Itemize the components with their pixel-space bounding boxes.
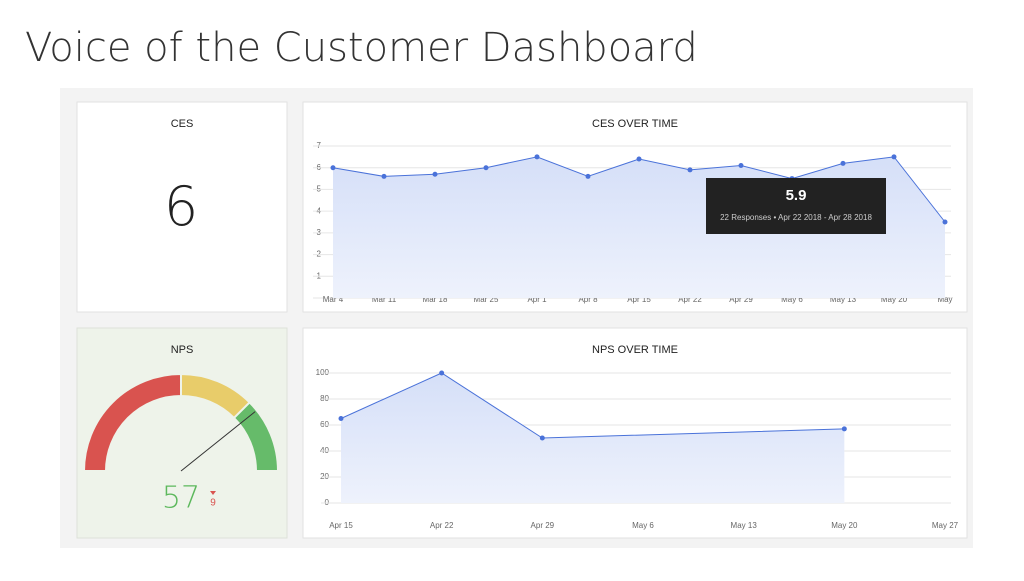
point [942, 219, 948, 225]
point [891, 154, 897, 160]
point [585, 173, 591, 179]
point [534, 154, 540, 160]
chart-title: NPS OVER TIME [592, 344, 678, 356]
x-tick-label: Apr 15 [329, 521, 353, 530]
point [539, 435, 545, 441]
x-tick-label: Apr 29 [729, 295, 753, 304]
x-tick-label: Apr 22 [430, 521, 454, 530]
gauge-needle [180, 411, 256, 472]
point [841, 426, 847, 432]
x-tick-label: Mar 11 [372, 295, 397, 304]
point [432, 171, 438, 177]
point [636, 156, 642, 162]
nps-title: NPS [171, 344, 194, 356]
x-tick-label: Mar 18 [423, 295, 448, 304]
tooltip-value: 5.9 [786, 187, 807, 204]
x-tick-label: Mar 4 [323, 295, 344, 304]
x-tick-label: May 6 [781, 295, 803, 304]
point [439, 370, 445, 376]
x-tick-label: Apr 8 [578, 295, 598, 304]
point [483, 165, 489, 171]
x-tick-label: Mar 25 [474, 295, 499, 304]
ces-title: CES [171, 118, 194, 130]
x-tick-label: Apr 15 [627, 295, 651, 304]
x-tick-label: Apr 1 [527, 295, 547, 304]
nps-value: 57 [162, 481, 200, 516]
x-tick-label: May 20 [831, 521, 858, 530]
ces-card [76, 101, 288, 313]
x-tick-label: May 20 [881, 295, 908, 304]
down-arrow [210, 491, 216, 495]
x-tick-label: Apr 22 [678, 295, 702, 304]
x-tick-label: Apr 29 [531, 521, 555, 530]
x-tick-label: May 27 [932, 521, 959, 530]
point [687, 167, 693, 173]
x-tick-label: May 6 [632, 521, 654, 530]
tooltip [706, 178, 886, 234]
tooltip-text: 22 Responses • Apr 22 2018 - Apr 28 2018 [720, 213, 872, 222]
area [341, 373, 845, 503]
point [738, 163, 744, 169]
chart-title: CES OVER TIME [592, 118, 678, 130]
x-tick-label: May [937, 295, 952, 304]
point [840, 160, 846, 166]
point [330, 165, 336, 171]
point [338, 416, 344, 421]
x-tick-label: May 13 [731, 521, 758, 530]
point [381, 173, 387, 179]
x-tick-label: May 13 [830, 295, 857, 304]
nps-change: 9 [210, 498, 216, 509]
ces-value: 6 [164, 175, 198, 238]
line [340, 372, 845, 439]
page-title: Voice of the Customer Dashboard [25, 25, 698, 71]
